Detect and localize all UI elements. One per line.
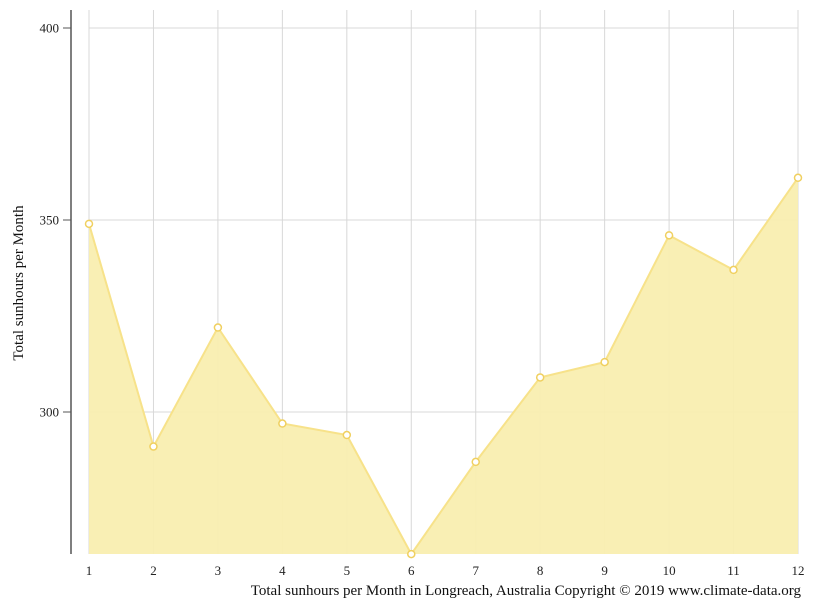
x-tick-label-2: 2 [150, 563, 157, 578]
x-tick-label-9: 9 [601, 563, 608, 578]
data-point-5 [342, 430, 352, 440]
x-tick-label-7: 7 [472, 563, 479, 578]
x-tick-label-6: 6 [408, 563, 415, 578]
data-point-3 [213, 323, 223, 332]
data-point-7 [471, 457, 480, 467]
x-tick-label-10: 10 [663, 563, 676, 578]
x-tick-label-12: 12 [792, 563, 805, 578]
sunhours-area [89, 177, 798, 555]
sunhours-line [88, 177, 799, 557]
data-point-6 [407, 549, 416, 559]
x-tick-label-1: 1 [86, 563, 93, 578]
data-point-10 [664, 231, 674, 240]
data-markers [84, 173, 803, 559]
data-point-11 [729, 265, 738, 275]
axes [63, 10, 72, 554]
data-point-4 [278, 419, 287, 428]
y-tick-label-350: 350 [40, 213, 60, 228]
data-point-8 [535, 373, 545, 382]
x-tick-labels: 1 2 3 4 5 6 7 8 9 10 11 12 [86, 563, 805, 578]
y-tick-label-300: 300 [40, 405, 60, 420]
x-tick-label-8: 8 [537, 563, 544, 578]
y-tick-labels: 300 350 400 [40, 21, 60, 420]
data-point-9 [600, 357, 609, 367]
x-tick-label-11: 11 [727, 563, 740, 578]
x-tick-label-5: 5 [344, 563, 351, 578]
data-point-12 [793, 173, 803, 183]
data-point-2 [149, 442, 158, 451]
data-point-1 [84, 219, 94, 229]
chart-caption: Total sunhours per Month in Longreach, A… [250, 583, 801, 599]
y-axis-label: Total sunhours per Month [11, 205, 27, 361]
y-tick-label-400: 400 [40, 21, 60, 36]
x-tick-label-4: 4 [279, 563, 286, 578]
x-tick-label-3: 3 [215, 563, 222, 578]
